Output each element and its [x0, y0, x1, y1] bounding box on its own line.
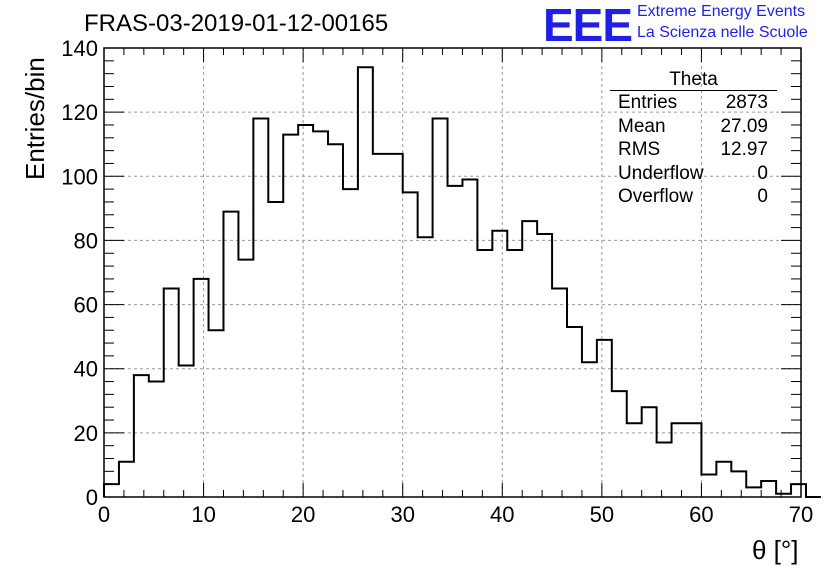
- y-tick-label: 140: [61, 36, 98, 61]
- stats-label: RMS: [618, 139, 661, 160]
- y-tick-label: 80: [74, 228, 98, 253]
- stats-title: Theta: [610, 70, 777, 91]
- x-tick-label: 40: [490, 502, 514, 527]
- stats-label: Mean: [618, 115, 666, 137]
- x-tick-label: 30: [390, 502, 414, 527]
- axis-ticks: [103, 47, 802, 498]
- y-tick-label: 120: [61, 100, 98, 125]
- stats-value: 2873: [725, 92, 768, 113]
- y-tick-label: 0: [86, 485, 98, 510]
- grid-lines: [104, 48, 801, 497]
- stats-value: 0: [757, 162, 768, 184]
- stats-row-rms: RMS 12.97: [610, 138, 777, 162]
- stats-value: 27.09: [720, 115, 768, 137]
- eee-logo: EEE: [543, 0, 633, 51]
- plot-title: FRAS-03-2019-01-12-00165: [84, 10, 389, 37]
- stats-box: Theta Entries 2873 Mean 27.09 RMS 12.97 Und…: [610, 70, 777, 209]
- x-axis-label: θ [°]: [752, 535, 799, 565]
- stats-row-underflow: Underflow 0: [610, 162, 777, 186]
- stats-row-mean: Mean 27.09: [610, 115, 777, 139]
- stats-value: 0: [757, 186, 768, 207]
- plot-frame: [103, 47, 802, 498]
- x-tick-label: 10: [191, 502, 215, 527]
- y-tick-label: 100: [61, 164, 98, 189]
- y-tick-label: 60: [74, 293, 98, 318]
- stats-value: 12.97: [720, 139, 768, 160]
- y-axis-label: Entries/bin: [20, 57, 50, 180]
- x-tick-label: 20: [291, 502, 315, 527]
- stats-label: Entries: [618, 92, 678, 113]
- y-tick-label: 40: [74, 357, 98, 382]
- stats-label: Underflow: [618, 162, 704, 184]
- histogram-step-line: [103, 66, 821, 498]
- logo-text-line-1: Extreme Energy Events: [637, 3, 806, 20]
- x-tick-label: 70: [789, 502, 813, 527]
- x-tick-label: 50: [590, 502, 614, 527]
- stats-label: Overflow: [618, 186, 693, 207]
- tick-labels: 0 10 20 30 40 50 60 70 0 20 40 60 80 100 120 140: [61, 36, 813, 527]
- y-tick-label: 20: [74, 421, 98, 446]
- stats-row-entries: Entries 2873: [610, 91, 777, 115]
- logo-text-line-2: La Scienza nelle Scuole: [637, 24, 808, 41]
- x-tick-label: 0: [98, 502, 110, 527]
- stats-row-overflow: Overflow 0: [610, 185, 777, 209]
- x-tick-label: 60: [689, 502, 713, 527]
